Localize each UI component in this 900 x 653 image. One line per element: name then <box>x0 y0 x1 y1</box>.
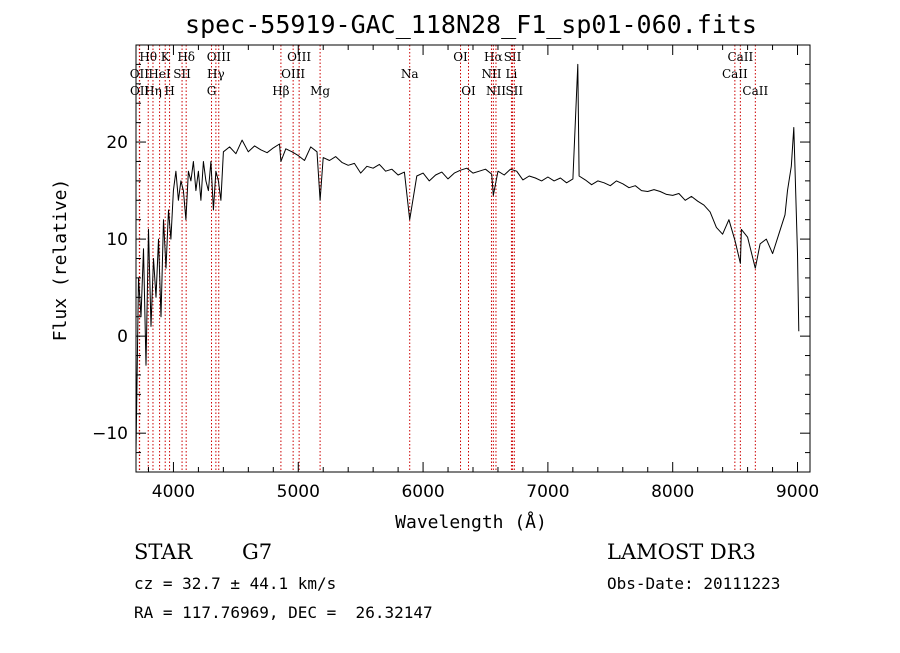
spectrum-line <box>135 63 800 453</box>
object-subclass: G7 <box>242 540 273 564</box>
x-tick-label: 7000 <box>526 482 569 502</box>
spectrum-series <box>135 63 800 453</box>
y-tick-label: −10 <box>92 424 128 444</box>
plot-axes <box>135 44 811 473</box>
spectral-line-label: Hη <box>144 84 162 98</box>
spectral-line-label: CaII <box>742 84 768 98</box>
plot-frame <box>135 44 811 473</box>
spectral-line-label: OIII <box>287 50 311 64</box>
x-tick-label: 8000 <box>651 482 694 502</box>
spectral-line-label: NII <box>481 67 501 81</box>
spectral-line-label: K <box>161 50 171 64</box>
x-tick-label: 4000 <box>152 482 195 502</box>
spectral-line-label: Hα <box>484 50 503 64</box>
spectral-line-label: Hβ <box>272 84 289 98</box>
spectral-line-label: SII <box>173 67 191 81</box>
spectral-line-label: OII <box>130 84 150 98</box>
object-class: STAR <box>134 540 193 564</box>
redshift-velocity: cz = 32.7 ± 44.1 km/s <box>134 574 337 593</box>
spectral-line-label: OI <box>461 84 476 98</box>
spectral-line-label: NII <box>486 84 506 98</box>
spectral-line-label: Hδ <box>177 50 195 64</box>
spectral-line-label: H <box>164 84 174 98</box>
spectral-line-label: G <box>207 84 217 98</box>
spectral-line-label: HeI <box>148 67 171 81</box>
observation-date: Obs-Date: 20111223 <box>607 574 781 593</box>
spectral-line-label: SII <box>505 84 523 98</box>
spectral-line-label: Na <box>401 67 419 81</box>
y-axis-label: Flux (relative) <box>50 179 71 342</box>
x-axis-label: Wavelength (Å) <box>395 511 547 533</box>
spectral-line-label: Li <box>506 67 518 81</box>
chart-title: spec-55919-GAC_118N28_F1_sp01-060.fits <box>185 10 757 39</box>
spectral-line-label: Hθ <box>139 50 157 64</box>
spectral-line-label: Mg <box>310 84 330 98</box>
spectral-line-label: CaII <box>727 50 753 64</box>
y-tick-label: 20 <box>106 133 128 153</box>
spectral-line-label: CaII <box>722 67 748 81</box>
spectral-line-label: OIII <box>207 50 231 64</box>
spectral-line-label: OI <box>453 50 468 64</box>
coordinates: RA = 117.76969, DEC = 26.32147 <box>134 603 433 622</box>
y-tick-label: 10 <box>106 230 128 250</box>
x-tick-label: 6000 <box>401 482 444 502</box>
spectral-line-label: OIII <box>281 67 305 81</box>
x-tick-label: 9000 <box>776 482 819 502</box>
spectral-line-label: Hγ <box>207 67 225 81</box>
x-tick-label: 5000 <box>277 482 320 502</box>
spectral-line-label: SII <box>504 50 522 64</box>
axis-ticks: 4000 5000 6000 7000 8000 9000 −10 0 10 20 <box>92 45 819 502</box>
survey-name: LAMOST DR3 <box>607 540 756 564</box>
y-tick-label: 0 <box>117 327 128 347</box>
